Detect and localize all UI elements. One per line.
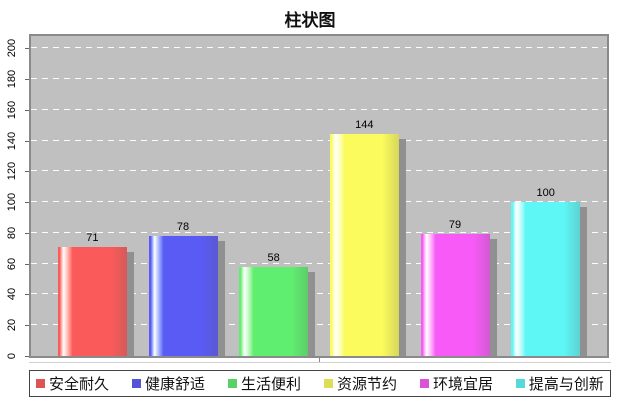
x-axis-center-tick [319, 358, 320, 362]
legend-label: 生活便利 [240, 376, 301, 393]
y-axis-tick-mark [25, 48, 29, 50]
y-axis-tick-mark [25, 171, 29, 173]
legend-label: 资源节约 [336, 376, 397, 393]
bar-value-label: 58 [267, 251, 280, 264]
gridline [31, 324, 607, 326]
bar-slot: 78 [138, 36, 229, 356]
legend-item: 生活便利 [227, 373, 301, 394]
bar-环境宜居 [420, 234, 490, 356]
y-axis: 0 20 40 60 80 100 120 140 160 180 200 [0, 34, 29, 359]
bar-安全耐久 [57, 246, 127, 356]
bar-slot: 144 [319, 36, 410, 356]
bar-健康舒适 [148, 236, 218, 356]
legend-item: 健康舒适 [131, 373, 205, 394]
legend-swatch-icon [227, 379, 237, 388]
legend-swatch-icon [131, 379, 141, 388]
legend-swatch-icon [419, 379, 429, 388]
gridline [31, 293, 607, 295]
y-axis-tick-mark [25, 79, 29, 81]
legend-swatch-icon [36, 379, 45, 388]
gridline [31, 201, 607, 203]
gridline [31, 47, 607, 49]
bar-value-label: 78 [176, 221, 190, 233]
y-axis-tick-mark [25, 325, 29, 327]
legend-label: 健康舒适 [144, 376, 205, 393]
y-axis-tick-mark [25, 232, 29, 234]
bar-slot: 71 [47, 36, 138, 356]
bar-资源节约 [329, 134, 399, 356]
legend-label: 提高与创新 [528, 376, 604, 393]
legend-item: 资源节约 [323, 373, 397, 394]
legend-item: 环境宜居 [419, 373, 493, 394]
y-axis-tick-label: 200 [6, 39, 18, 58]
legend-label: 环境宜居 [432, 376, 493, 393]
legend-swatch-icon [323, 379, 333, 388]
legend: 安全耐久 健康舒适 生活便利 资源节约 环境宜居 提高与创新 [29, 370, 611, 397]
bars-row: 71 78 58 144 79 100 [31, 36, 607, 356]
legend-item: 提高与创新 [515, 373, 604, 394]
y-axis-tick-mark [25, 202, 29, 204]
bar-value-label: 79 [448, 219, 462, 232]
legend-item: 安全耐久 [36, 373, 109, 394]
bar-slot: 79 [410, 36, 501, 356]
gridlines [31, 36, 607, 356]
y-axis-tick-mark [25, 109, 29, 111]
bar-slot: 58 [228, 36, 319, 356]
plot-underline [29, 362, 611, 363]
y-axis-tick-mark [25, 263, 29, 265]
chart-title: 柱状图 [284, 11, 336, 30]
legend-swatch-icon [515, 379, 525, 388]
bar-提高与创新 [511, 202, 581, 356]
gridline [31, 108, 607, 110]
y-axis-tick-mark [25, 294, 29, 296]
bar-value-label: 71 [86, 231, 99, 244]
gridline [31, 78, 607, 80]
plot-area: 71 78 58 144 79 100 [29, 34, 609, 358]
bar-value-label: 144 [355, 119, 374, 132]
gridline [31, 170, 607, 172]
y-axis-tick-mark [25, 140, 29, 142]
y-axis-tick-mark [25, 356, 29, 357]
bar-value-label: 100 [536, 187, 555, 200]
gridline [31, 231, 607, 233]
bar-生活便利 [239, 266, 309, 356]
gridline [31, 262, 607, 264]
gridline [31, 139, 607, 141]
legend-label: 安全耐久 [49, 376, 110, 393]
bar-slot: 100 [500, 36, 591, 356]
